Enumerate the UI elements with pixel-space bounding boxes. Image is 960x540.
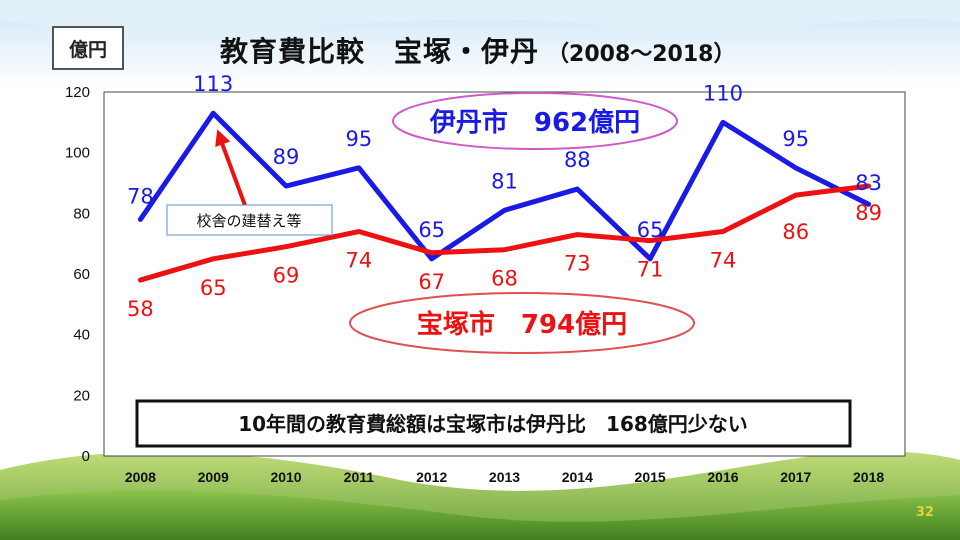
itami-data-label: 65 xyxy=(637,218,664,242)
takarazuka-total-label: 宝塚市 794億円 xyxy=(417,309,627,340)
itami-data-label: 81 xyxy=(491,169,518,193)
takarazuka-data-label: 86 xyxy=(782,220,809,244)
title-main: 教育費比較 宝塚・伊丹 xyxy=(220,35,540,68)
title-period: （2008～2018） xyxy=(547,42,736,67)
x-tick-label: 2012 xyxy=(416,469,447,485)
y-tick-label: 40 xyxy=(73,327,90,344)
itami-data-label: 110 xyxy=(703,81,743,105)
takarazuka-data-label: 69 xyxy=(273,264,300,288)
itami-data-label: 89 xyxy=(273,145,300,169)
takarazuka-data-label: 68 xyxy=(491,267,518,291)
x-tick-label: 2009 xyxy=(198,469,229,485)
unit-label: 億円 xyxy=(52,26,124,70)
takarazuka-data-label: 74 xyxy=(710,249,737,273)
x-tick-label: 2013 xyxy=(489,469,520,485)
takarazuka-data-label: 65 xyxy=(200,276,227,300)
itami-data-label: 113 xyxy=(193,72,233,96)
note-arrow-shaft xyxy=(219,140,248,209)
y-tick-label: 0 xyxy=(82,448,90,465)
itami-data-label: 88 xyxy=(564,148,591,172)
x-tick-label: 2010 xyxy=(270,469,301,485)
y-tick-label: 60 xyxy=(73,266,90,283)
takarazuka-total-callout xyxy=(349,292,695,354)
note-box xyxy=(166,204,333,236)
itami-data-label: 95 xyxy=(345,127,372,151)
x-tick-label: 2015 xyxy=(635,469,666,485)
x-tick-label: 2008 xyxy=(125,469,156,485)
takarazuka-data-label: 71 xyxy=(637,258,664,282)
takarazuka-data-label: 73 xyxy=(564,252,591,276)
x-tick-label: 2014 xyxy=(562,469,593,485)
itami-series-line xyxy=(137,110,872,262)
itami-data-label: 78 xyxy=(127,184,154,208)
takarazuka-series-line xyxy=(137,183,872,283)
y-tick-label: 120 xyxy=(65,84,90,101)
takarazuka-data-label: 89 xyxy=(855,201,882,225)
note-arrow-head xyxy=(215,129,231,148)
chart-title: 教育費比較 宝塚・伊丹 （2008～2018） xyxy=(220,30,735,70)
y-tick-label: 100 xyxy=(65,145,90,162)
x-tick-label: 2011 xyxy=(344,469,375,485)
summary-box xyxy=(135,399,852,448)
x-tick-label: 2018 xyxy=(853,469,884,485)
summary-text: 10年間の教育費総額は宝塚市は伊丹比 168億円少ない xyxy=(238,412,748,436)
itami-data-label: 65 xyxy=(418,218,445,242)
slide-number: 32 xyxy=(915,505,934,520)
itami-total-label: 伊丹市 962億円 xyxy=(429,107,640,138)
x-tick-label: 2017 xyxy=(780,469,811,485)
takarazuka-data-label: 74 xyxy=(345,249,372,273)
note-text: 校舎の建替え等 xyxy=(196,212,301,230)
y-tick-label: 20 xyxy=(73,387,90,404)
itami-data-label: 83 xyxy=(855,171,882,195)
itami-data-label: 95 xyxy=(782,127,809,151)
takarazuka-data-label: 67 xyxy=(418,270,445,294)
x-tick-label: 2016 xyxy=(707,469,738,485)
takarazuka-data-label: 58 xyxy=(127,297,154,321)
y-tick-label: 80 xyxy=(73,205,90,222)
itami-total-callout xyxy=(392,92,678,150)
